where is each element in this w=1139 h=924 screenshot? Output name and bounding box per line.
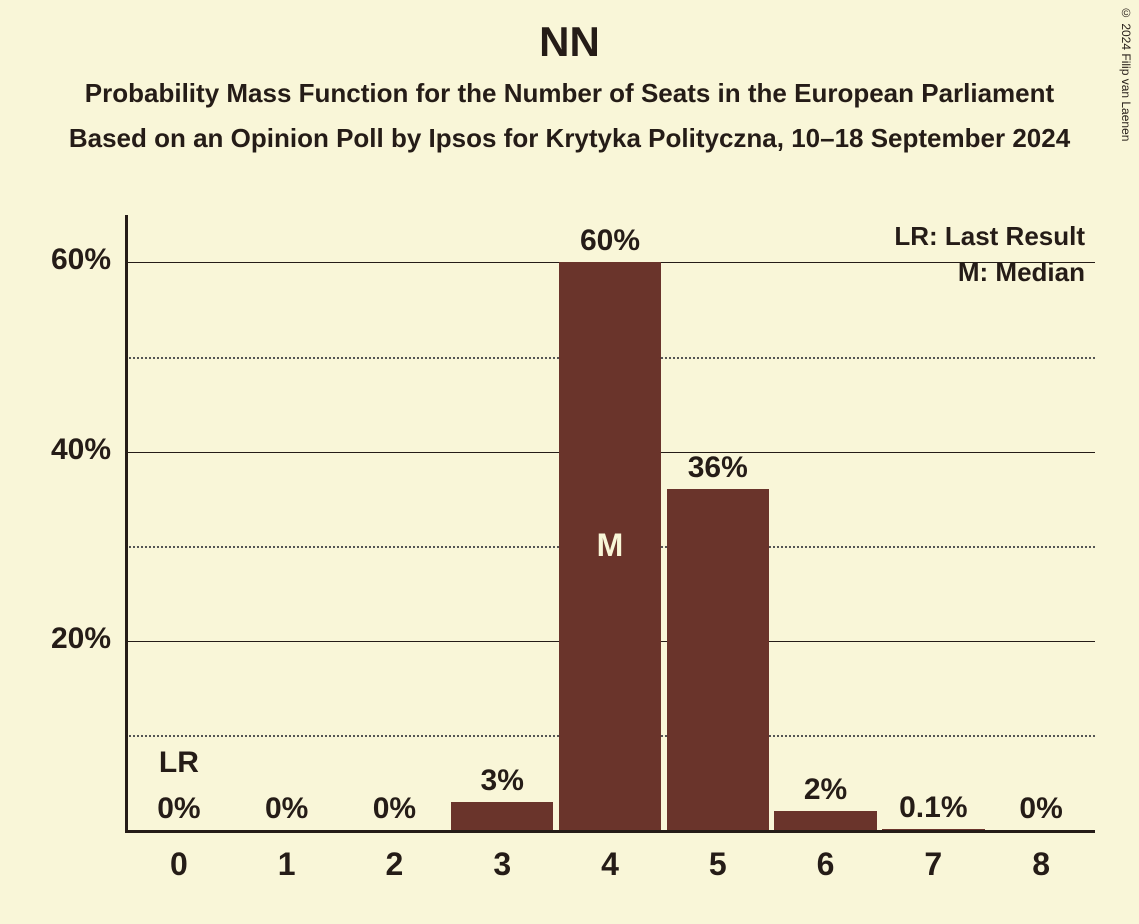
x-tick-label: 2	[354, 846, 434, 883]
bar-value-label: 0%	[227, 792, 347, 826]
bar-value-label: 3%	[442, 764, 562, 798]
x-tick-label: 3	[462, 846, 542, 883]
copyright-text: © 2024 Filip van Laenen	[1119, 6, 1133, 141]
annotation-m: M	[560, 527, 660, 564]
x-tick-label: 6	[786, 846, 866, 883]
x-tick-label: 7	[893, 846, 973, 883]
title-block: NN Probability Mass Function for the Numb…	[0, 18, 1139, 154]
x-tick-label: 1	[247, 846, 327, 883]
y-axis-line	[125, 215, 128, 833]
x-axis-line	[125, 830, 1095, 833]
x-tick-label: 8	[1001, 846, 1081, 883]
x-tick-label: 4	[570, 846, 650, 883]
y-tick-label: 60%	[31, 243, 111, 277]
bar-value-label: 0.1%	[873, 791, 993, 825]
chart-subtitle-2: Based on an Opinion Poll by Ipsos for Kr…	[0, 123, 1139, 154]
chart-container: NN Probability Mass Function for the Numb…	[0, 0, 1139, 924]
annotation-lr: LR	[129, 746, 229, 780]
x-tick-label: 0	[139, 846, 219, 883]
chart-title: NN	[0, 18, 1139, 66]
legend-line: M: Median	[958, 257, 1085, 288]
bar-value-label: 36%	[658, 451, 778, 485]
bar	[667, 489, 769, 830]
y-tick-label: 20%	[31, 622, 111, 656]
bar-value-label: 60%	[550, 224, 670, 258]
y-tick-label: 40%	[31, 433, 111, 467]
x-tick-label: 5	[678, 846, 758, 883]
bar-value-label: 0%	[334, 792, 454, 826]
bar-value-label: 2%	[766, 773, 886, 807]
bar	[774, 811, 876, 830]
bar	[451, 802, 553, 830]
legend-line: LR: Last Result	[894, 221, 1085, 252]
bar-value-label: 0%	[119, 792, 239, 826]
chart-subtitle-1: Probability Mass Function for the Number…	[0, 78, 1139, 109]
bar-value-label: 0%	[981, 792, 1101, 826]
